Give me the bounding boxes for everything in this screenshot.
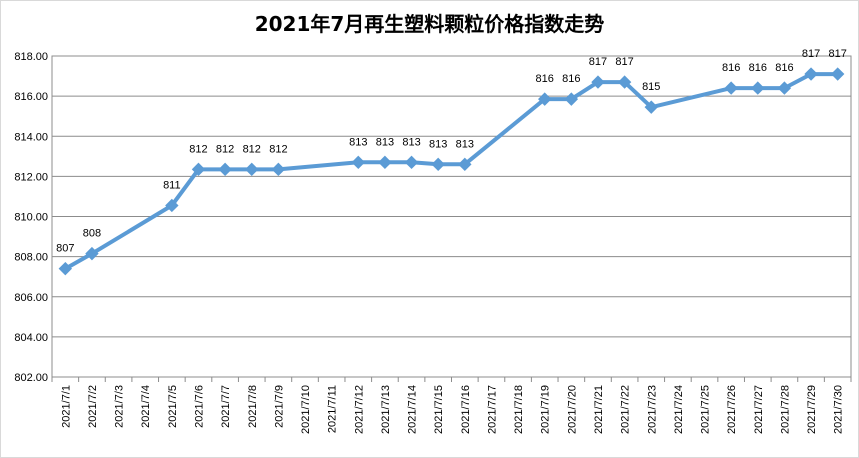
- data-point-12: [538, 92, 552, 106]
- data-label-10: 813: [429, 138, 447, 150]
- data-point-18: [751, 81, 765, 95]
- data-point-17: [724, 81, 738, 95]
- x-tick-label-19: 2021/7/20: [566, 385, 578, 434]
- data-label-5: 812: [243, 143, 261, 155]
- data-point-0: [58, 261, 73, 276]
- y-tick-label-3: 808.00: [14, 252, 48, 264]
- data-point-5: [245, 162, 259, 177]
- data-label-20: 817: [802, 48, 820, 60]
- data-label-21: 817: [829, 48, 847, 60]
- data-point-1: [85, 246, 99, 261]
- data-point-21: [830, 67, 845, 81]
- data-label-9: 813: [402, 136, 420, 148]
- x-tick-label-1: 2021/7/2: [87, 385, 99, 428]
- series-line: [63, 72, 840, 271]
- x-tick-label-5: 2021/7/6: [193, 385, 205, 428]
- x-tick-label-22: 2021/7/23: [646, 385, 658, 434]
- data-point-8: [378, 155, 392, 170]
- data-point-15: [617, 75, 632, 89]
- data-point-11: [458, 157, 472, 172]
- x-tick-label-23: 2021/7/24: [673, 385, 685, 434]
- data-point-20: [804, 67, 818, 81]
- x-tick-label-21: 2021/7/22: [620, 385, 632, 434]
- chart-title: 2021年7月再生塑料颗粒价格指数走势: [254, 12, 605, 36]
- data-point-3: [191, 162, 206, 177]
- x-tick-label-6: 2021/7/7: [220, 385, 232, 428]
- data-point-14: [591, 75, 605, 89]
- data-label-3: 812: [189, 143, 207, 155]
- x-tick-label-15: 2021/7/16: [460, 385, 472, 434]
- data-label-13: 816: [562, 73, 580, 85]
- data-label-16: 815: [642, 81, 660, 93]
- x-tick-label-18: 2021/7/19: [540, 385, 552, 434]
- x-tick-label-4: 2021/7/5: [167, 385, 179, 428]
- y-tick-label-1: 804.00: [14, 332, 48, 344]
- data-label-14: 817: [589, 56, 607, 68]
- data-label-0: 807: [56, 243, 74, 255]
- data-point-6: [271, 162, 286, 177]
- x-tick-label-17: 2021/7/18: [513, 385, 525, 434]
- data-label-15: 817: [615, 56, 633, 68]
- x-tick-label-0: 2021/7/1: [60, 385, 72, 428]
- x-tick-label-11: 2021/7/12: [353, 385, 365, 434]
- y-tick-label-6: 814.00: [14, 131, 48, 143]
- y-tick-label-4: 810.00: [14, 212, 48, 224]
- x-tick-label-24: 2021/7/25: [700, 385, 712, 434]
- x-tick-label-8: 2021/7/9: [273, 385, 285, 428]
- data-point-4: [218, 162, 232, 177]
- x-tick-label-3: 2021/7/4: [140, 385, 152, 428]
- data-label-19: 816: [775, 62, 793, 74]
- y-tick-label-7: 816.00: [14, 91, 48, 103]
- y-tick-label-5: 812.00: [14, 171, 48, 183]
- x-tick-label-2: 2021/7/3: [114, 385, 126, 428]
- data-label-4: 812: [216, 143, 234, 155]
- data-label-7: 813: [349, 136, 367, 148]
- x-tick-label-13: 2021/7/14: [407, 385, 419, 434]
- x-tick-label-29: 2021/7/30: [833, 385, 845, 434]
- data-point-19: [777, 81, 792, 95]
- data-label-1: 808: [83, 228, 101, 240]
- y-tick-label-0: 802.00: [14, 372, 48, 384]
- x-tick-label-27: 2021/7/28: [779, 385, 791, 434]
- data-point-13: [564, 92, 579, 106]
- x-tick-label-20: 2021/7/21: [593, 385, 605, 434]
- y-tick-label-8: 818.00: [14, 51, 48, 63]
- x-tick-label-12: 2021/7/13: [380, 385, 392, 434]
- x-tick-label-9: 2021/7/10: [300, 385, 312, 434]
- x-tick-label-7: 2021/7/8: [247, 385, 259, 428]
- x-tick-label-28: 2021/7/29: [806, 385, 818, 434]
- x-tick-label-26: 2021/7/27: [753, 385, 765, 434]
- x-tick-label-25: 2021/7/26: [726, 385, 738, 434]
- data-label-2: 811: [163, 179, 181, 191]
- data-label-12: 816: [536, 73, 554, 85]
- data-label-17: 816: [722, 62, 740, 74]
- data-label-6: 812: [269, 143, 287, 155]
- y-tick-label-2: 806.00: [14, 292, 48, 304]
- data-point-7: [351, 155, 365, 170]
- x-tick-label-10: 2021/7/11: [327, 385, 339, 433]
- data-label-8: 813: [376, 136, 394, 148]
- data-point-16: [644, 100, 658, 114]
- data-point-9: [404, 155, 419, 170]
- data-label-11: 813: [456, 138, 474, 150]
- data-point-10: [431, 157, 445, 172]
- data-label-18: 816: [749, 62, 767, 74]
- x-tick-label-16: 2021/7/17: [486, 385, 498, 434]
- data-point-2: [165, 198, 179, 213]
- x-tick-label-14: 2021/7/15: [433, 385, 445, 434]
